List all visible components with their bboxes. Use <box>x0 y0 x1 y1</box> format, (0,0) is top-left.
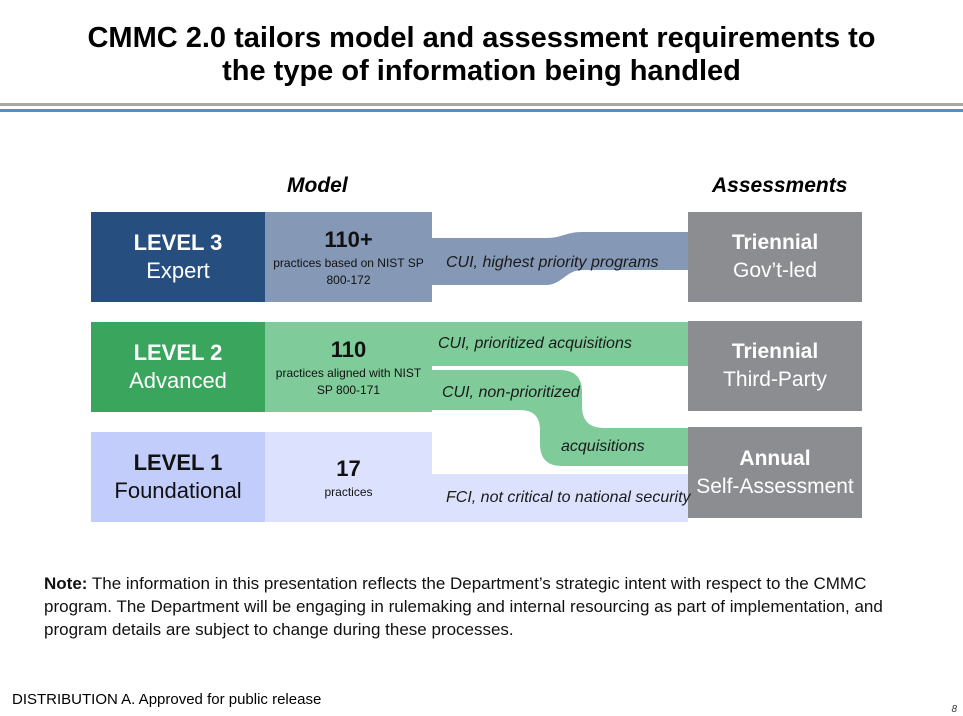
level1-box: LEVEL 1 Foundational <box>91 432 265 522</box>
level2-sub: Advanced <box>129 368 227 393</box>
flow-label-cui-non-prioritized: CUI, non-prioritized <box>442 384 580 401</box>
flow-label-cui-highest: CUI, highest priority programs <box>446 254 659 271</box>
assessment-self-name: Annual <box>739 446 811 470</box>
page-number: 8 <box>951 704 957 715</box>
level1-practices-box: 17 practices <box>265 432 432 522</box>
assessment-third-party-sub: Third-Party <box>723 368 827 391</box>
level2-practices-box: 110 practices aligned with NIST SP 800-1… <box>265 322 432 412</box>
level2-name: LEVEL 2 <box>133 340 223 365</box>
level2-practices-count: 110 <box>330 337 367 362</box>
assessment-self-sub: Self-Assessment <box>696 474 854 498</box>
assessment-third-party: Triennial Third-Party <box>688 321 862 411</box>
level3-sub: Expert <box>146 258 210 283</box>
level1-name: LEVEL 1 <box>133 450 223 475</box>
title-divider-blue <box>0 109 963 112</box>
note-text: The information in this presentation ref… <box>44 574 883 639</box>
title-line-1: CMMC 2.0 tailors model and assessment re… <box>87 22 876 54</box>
level1-practices-count: 17 <box>336 455 361 481</box>
slide-title: CMMC 2.0 tailors model and assessment re… <box>0 22 963 88</box>
note-label: Note: <box>44 574 88 593</box>
level3-practices-box: 110+ practices based on NIST SP 800-172 <box>265 212 432 302</box>
assessment-self: Annual Self-Assessment <box>688 427 862 518</box>
title-line-2: the type of information being handled <box>222 55 741 87</box>
level1-practices-desc: practices <box>324 484 373 499</box>
assessment-govt-led: Triennial Gov’t-led <box>688 212 862 302</box>
assessment-govt-led-sub: Gov’t-led <box>732 259 818 282</box>
level1-sub: Foundational <box>114 478 242 503</box>
flow-band-level2-prioritized <box>432 322 688 366</box>
title-divider-gray <box>0 103 963 106</box>
level2-practices-desc: practices aligned with NIST SP 800-171 <box>275 366 422 397</box>
level3-box: LEVEL 3 Expert <box>91 212 265 302</box>
level2-box: LEVEL 2 Advanced <box>91 322 265 412</box>
distribution-statement: DISTRIBUTION A. Approved for public rele… <box>12 691 322 708</box>
flow-band-level1 <box>432 474 688 522</box>
assessments-header: Assessments <box>712 174 848 197</box>
note-paragraph: Note: The information in this presentati… <box>44 572 924 641</box>
flow-label-fci: FCI, not critical to national security <box>446 489 691 506</box>
flow-label-acquisitions: acquisitions <box>561 438 645 455</box>
level3-practices-desc: practices based on NIST SP 800-172 <box>273 256 424 287</box>
level3-name: LEVEL 3 <box>133 230 223 255</box>
flow-band-level3 <box>432 232 688 285</box>
model-header: Model <box>287 174 348 197</box>
flow-band-level2-non-prioritized <box>432 370 688 466</box>
flow-label-cui-prioritized: CUI, prioritized acquisitions <box>438 335 632 352</box>
level3-practices-count: 110+ <box>324 227 373 252</box>
assessment-govt-led-name: Triennial <box>731 231 819 254</box>
assessment-third-party-name: Triennial <box>731 340 819 363</box>
